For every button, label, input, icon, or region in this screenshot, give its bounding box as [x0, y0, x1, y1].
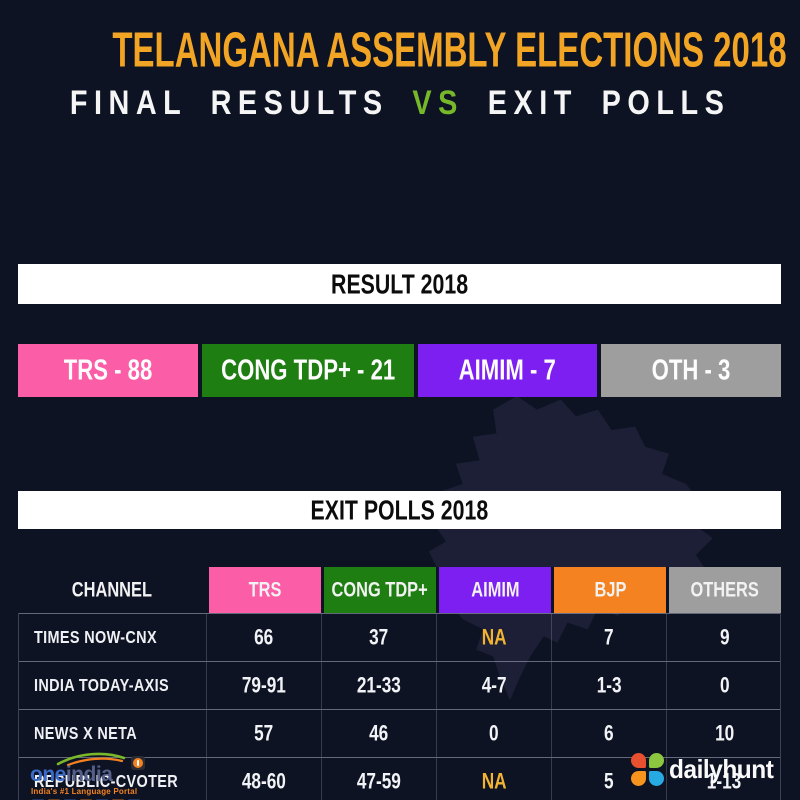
exit-polls-table: CHANNEL TRS CONG TDP+ AIMIM BJP OTHERS T…	[18, 567, 781, 800]
result-segment-trs: TRS - 88	[18, 344, 198, 397]
value-cell: 5	[552, 758, 667, 800]
page-header: TELANGANA ASSEMBLY ELECTIONS 2018 FINAL …	[0, 0, 800, 123]
value-cell: NA	[437, 614, 552, 661]
oneindia-tagline: India's #1 Language Portal	[31, 787, 138, 796]
column-header-label: OTHERS	[690, 577, 760, 602]
exit-polls-header-label: EXIT POLLS 2018	[310, 493, 489, 526]
value-cell: 0	[667, 662, 782, 709]
column-header-label: CHANNEL	[71, 577, 153, 602]
oneindia-dot-icon	[131, 756, 145, 770]
poll-value: 10	[714, 720, 735, 746]
subtitle-row: FINAL RESULTS VS EXIT POLLS	[0, 83, 800, 123]
poll-value: 9	[719, 624, 730, 650]
dailyhunt-clover-icon	[630, 753, 664, 786]
result-header-label: RESULT 2018	[330, 267, 469, 300]
table-row: NEWS X NETA 57 46 0 6 10	[19, 709, 780, 757]
column-header-label: BJP	[594, 577, 626, 602]
result-segment-cong-tdp: CONG TDP+ - 21	[197, 344, 414, 397]
poll-value: 57	[254, 720, 274, 746]
poll-value: 1-13	[707, 768, 742, 794]
value-cell: 6	[552, 710, 667, 757]
value-cell: 57	[207, 710, 322, 757]
result-segment-label: CONG TDP+ - 21	[220, 354, 395, 386]
value-cell: 79-91	[207, 662, 322, 709]
header-cell-channel: CHANNEL	[18, 567, 206, 613]
result-segment-label: TRS - 88	[63, 354, 153, 386]
column-header-label: AIMIM	[470, 577, 520, 602]
value-cell: 10	[667, 710, 782, 757]
subtitle: FINAL RESULTS VS EXIT POLLS	[70, 83, 730, 123]
page-title: TELANGANA ASSEMBLY ELECTIONS 2018	[112, 23, 787, 78]
oneindia-wordmark: oneindia	[30, 763, 113, 787]
header-cell-others: OTHERS	[666, 567, 781, 613]
table-header-row: CHANNEL TRS CONG TDP+ AIMIM BJP OTHERS	[18, 567, 781, 613]
column-header-label: CONG TDP+	[331, 577, 429, 602]
result-header-bar: RESULT 2018	[18, 264, 781, 304]
subtitle-left: FINAL RESULTS	[69, 83, 389, 122]
value-cell: 1-13	[667, 758, 782, 800]
header-cell-trs: TRS	[206, 567, 321, 613]
table-row: REPUBLIC-CVOTER 48-60 47-59 NA 5 1-13	[19, 757, 780, 800]
value-cell: NA	[437, 758, 552, 800]
column-header-label: TRS	[248, 577, 282, 602]
result-segment-oth: OTH - 3	[597, 344, 781, 397]
poll-value: 0	[719, 672, 730, 698]
poll-value: NA	[481, 624, 507, 650]
value-cell: 21-33	[322, 662, 437, 709]
table-body: TIMES NOW-CNX 66 37 NA 7 9 INDIA TODAY-A…	[18, 613, 781, 800]
channel-label: NEWS X NETA	[34, 723, 138, 743]
value-cell: 0	[437, 710, 552, 757]
oneindia-one-text: one	[30, 763, 66, 786]
value-cell: 46	[322, 710, 437, 757]
poll-value: NA	[481, 768, 507, 794]
result-segment-label: AIMIM - 7	[459, 354, 557, 386]
table-row: INDIA TODAY-AXIS 79-91 21-33 4-7 1-3 0	[19, 661, 780, 709]
result-segment-aimim: AIMIM - 7	[413, 344, 598, 397]
oneindia-india-text: india	[65, 763, 113, 786]
poll-value: 37	[369, 624, 389, 650]
value-cell: 7	[552, 614, 667, 661]
exit-polls-header-bar: EXIT POLLS 2018	[18, 491, 781, 529]
value-cell: 66	[207, 614, 322, 661]
result-bar: TRS - 88 CONG TDP+ - 21 AIMIM - 7 OTH - …	[18, 344, 781, 397]
main-title-row: TELANGANA ASSEMBLY ELECTIONS 2018	[0, 0, 800, 78]
value-cell: 47-59	[322, 758, 437, 800]
dailyhunt-wordmark: dailyhunt	[668, 754, 774, 784]
oneindia-swoosh-icon	[56, 752, 126, 766]
channel-cell: NEWS X NETA	[19, 710, 207, 757]
value-cell: 4-7	[437, 662, 552, 709]
subtitle-right: EXIT POLLS	[487, 83, 731, 122]
poll-value: 66	[254, 624, 274, 650]
poll-value: 21-33	[356, 672, 402, 698]
channel-cell: INDIA TODAY-AXIS	[19, 662, 207, 709]
value-cell: 1-3	[552, 662, 667, 709]
poll-value: 7	[604, 624, 614, 650]
header-cell-cong-tdp: CONG TDP+	[321, 567, 436, 613]
value-cell: 9	[667, 614, 782, 661]
value-cell: 48-60	[207, 758, 322, 800]
poll-value: 79-91	[241, 672, 287, 698]
dailyhunt-logo: dailyhunt	[630, 753, 780, 786]
poll-value: 47-59	[356, 768, 402, 794]
poll-value: 48-60	[241, 768, 287, 794]
poll-value: 5	[604, 768, 614, 794]
header-cell-aimim: AIMIM	[436, 567, 551, 613]
poll-value: 46	[369, 720, 389, 746]
poll-value: 0	[489, 720, 499, 746]
poll-value: 6	[604, 720, 614, 746]
poll-value: 1-3	[596, 672, 622, 698]
header-cell-bjp: BJP	[551, 567, 666, 613]
channel-label: INDIA TODAY-AXIS	[34, 675, 169, 695]
value-cell: 37	[322, 614, 437, 661]
channel-cell: REPUBLIC-CVOTER	[19, 758, 207, 800]
table-row: TIMES NOW-CNX 66 37 NA 7 9	[19, 613, 780, 661]
result-segment-label: OTH - 3	[651, 354, 731, 386]
subtitle-vs: VS	[412, 83, 464, 122]
channel-cell: TIMES NOW-CNX	[19, 614, 207, 661]
channel-label: TIMES NOW-CNX	[34, 627, 157, 647]
poll-value: 4-7	[481, 672, 507, 698]
channel-label: REPUBLIC-CVOTER	[34, 771, 178, 791]
